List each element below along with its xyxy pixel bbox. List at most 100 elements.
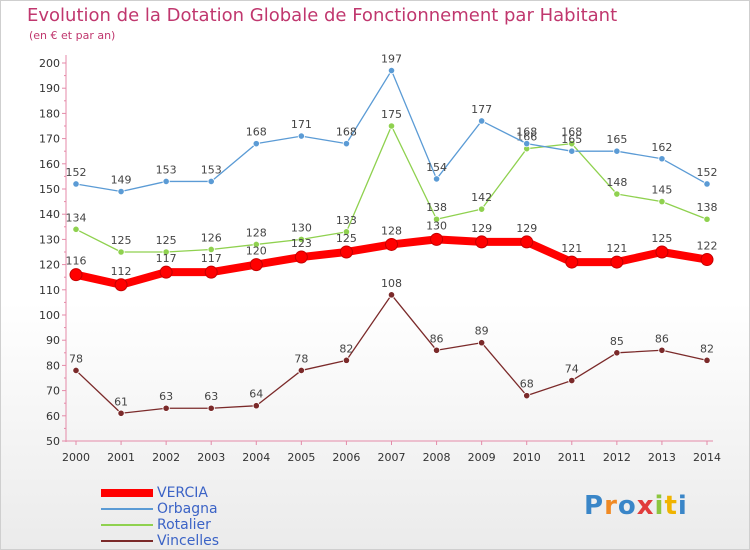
logo-letter: r (604, 491, 618, 521)
y-tick-label: 140 (39, 208, 60, 221)
data-point-rotalier (568, 140, 576, 148)
data-label-vercia: 116 (66, 255, 87, 268)
data-label-vincelles: 63 (204, 390, 218, 403)
data-label-orbagna: 162 (651, 141, 672, 154)
data-label-rotalier: 145 (651, 184, 672, 197)
data-label-vincelles: 86 (430, 332, 444, 345)
data-point-rotalier (207, 245, 215, 254)
x-tick-label: 2005 (287, 451, 315, 464)
y-tick-label: 160 (39, 158, 60, 171)
data-label-vercia: 130 (426, 219, 447, 232)
data-point-orbagna (387, 66, 396, 75)
data-label-vercia: 121 (606, 242, 627, 255)
x-tick-label: 2011 (558, 451, 586, 464)
data-label-rotalier: 148 (606, 176, 627, 189)
x-tick-label: 2003 (197, 451, 225, 464)
data-point-rotalier (297, 235, 305, 243)
logo-letter: i (677, 491, 688, 521)
data-label-rotalier: 175 (381, 108, 402, 121)
data-point-vincelles (703, 356, 711, 364)
data-point-vincelles (72, 366, 80, 375)
data-point-vercia (114, 278, 128, 292)
y-tick-label: 150 (39, 183, 60, 196)
series-vincelles: 78 61 63 63 64 78 82 108 86 89 68 74 85 86 82 (69, 277, 714, 417)
y-tick-label: 180 (39, 107, 60, 120)
y-tick-label: 60 (46, 410, 60, 423)
legend-label-orbagna: Orbagna (157, 501, 218, 517)
x-tick-label: 2000 (62, 451, 90, 464)
data-point-rotalier (387, 122, 396, 130)
data-label-orbagna: 165 (606, 133, 627, 146)
data-point-vincelles (207, 404, 215, 412)
x-tick-label: 2006 (332, 451, 360, 464)
data-label-orbagna: 152 (697, 166, 718, 179)
data-label-vercia: 122 (697, 240, 718, 253)
data-point-vincelles (387, 291, 396, 299)
data-label-vincelles: 64 (249, 388, 263, 401)
data-label-rotalier: 138 (697, 201, 718, 214)
data-point-vincelles (658, 346, 666, 354)
data-label-orbagna: 149 (111, 174, 132, 187)
chart-title: Evolution de la Dotation Globale de Fonc… (27, 5, 618, 26)
data-point-vercia (339, 245, 353, 259)
y-tick-label: 190 (39, 82, 60, 95)
legend-label-vincelles: Vincelles (157, 533, 220, 549)
x-tick-label: 2012 (603, 451, 631, 464)
legend-label-vercia: VERCIA (157, 485, 208, 501)
y-tick-label: 200 (39, 57, 60, 70)
y-tick-label: 130 (39, 233, 60, 246)
data-label-rotalier: 138 (426, 201, 447, 214)
data-point-vercia (655, 245, 669, 259)
data-label-orbagna: 154 (426, 161, 447, 174)
data-label-vincelles: 108 (381, 277, 402, 290)
data-label-vercia: 129 (471, 222, 492, 235)
data-point-vincelles (613, 349, 621, 357)
data-label-vercia: 125 (336, 232, 357, 245)
data-point-rotalier (703, 215, 711, 223)
data-label-vercia: 121 (561, 242, 582, 255)
logo-letter: t (664, 491, 678, 521)
y-tick-label: 50 (46, 435, 60, 448)
data-point-rotalier (342, 228, 351, 236)
data-label-vincelles: 78 (294, 352, 308, 365)
y-tick-label: 80 (46, 359, 60, 372)
data-point-rotalier (613, 190, 621, 198)
data-point-rotalier (478, 205, 486, 213)
data-point-orbagna (207, 177, 215, 186)
data-label-rotalier: 128 (246, 226, 267, 239)
y-tick-label: 110 (39, 284, 60, 297)
data-label-orbagna: 168 (516, 126, 537, 139)
data-label-vincelles: 86 (655, 332, 669, 345)
data-point-vercia (249, 258, 263, 272)
data-label-rotalier: 125 (156, 234, 177, 247)
data-point-vercia (520, 235, 534, 249)
data-point-vercia (69, 268, 83, 282)
data-label-orbagna: 153 (201, 163, 222, 176)
data-label-rotalier: 126 (201, 231, 222, 244)
data-point-vercia (475, 235, 489, 249)
y-tick-label: 120 (39, 259, 60, 272)
data-label-rotalier: 125 (111, 234, 132, 247)
legend-swatch-vercia (101, 489, 153, 497)
data-point-orbagna (613, 147, 621, 155)
data-point-orbagna (72, 180, 80, 188)
data-label-vincelles: 78 (69, 352, 83, 365)
x-tick-label: 2009 (468, 451, 496, 464)
legend-swatch-vincelles (101, 540, 153, 542)
data-label-vercia: 128 (381, 224, 402, 237)
data-point-orbagna (342, 140, 351, 148)
data-point-rotalier (162, 248, 170, 256)
data-point-vincelles (117, 409, 125, 417)
logo-letter: P (584, 491, 605, 521)
data-point-vercia (565, 255, 579, 269)
data-label-orbagna: 177 (471, 103, 492, 116)
data-point-vercia (159, 265, 173, 279)
y-tick-label: 100 (39, 309, 60, 322)
data-point-vincelles (252, 402, 260, 410)
data-label-vercia: 125 (651, 232, 672, 245)
proxiti-logo: Proxiti (584, 491, 688, 521)
data-point-vercia (700, 253, 714, 267)
